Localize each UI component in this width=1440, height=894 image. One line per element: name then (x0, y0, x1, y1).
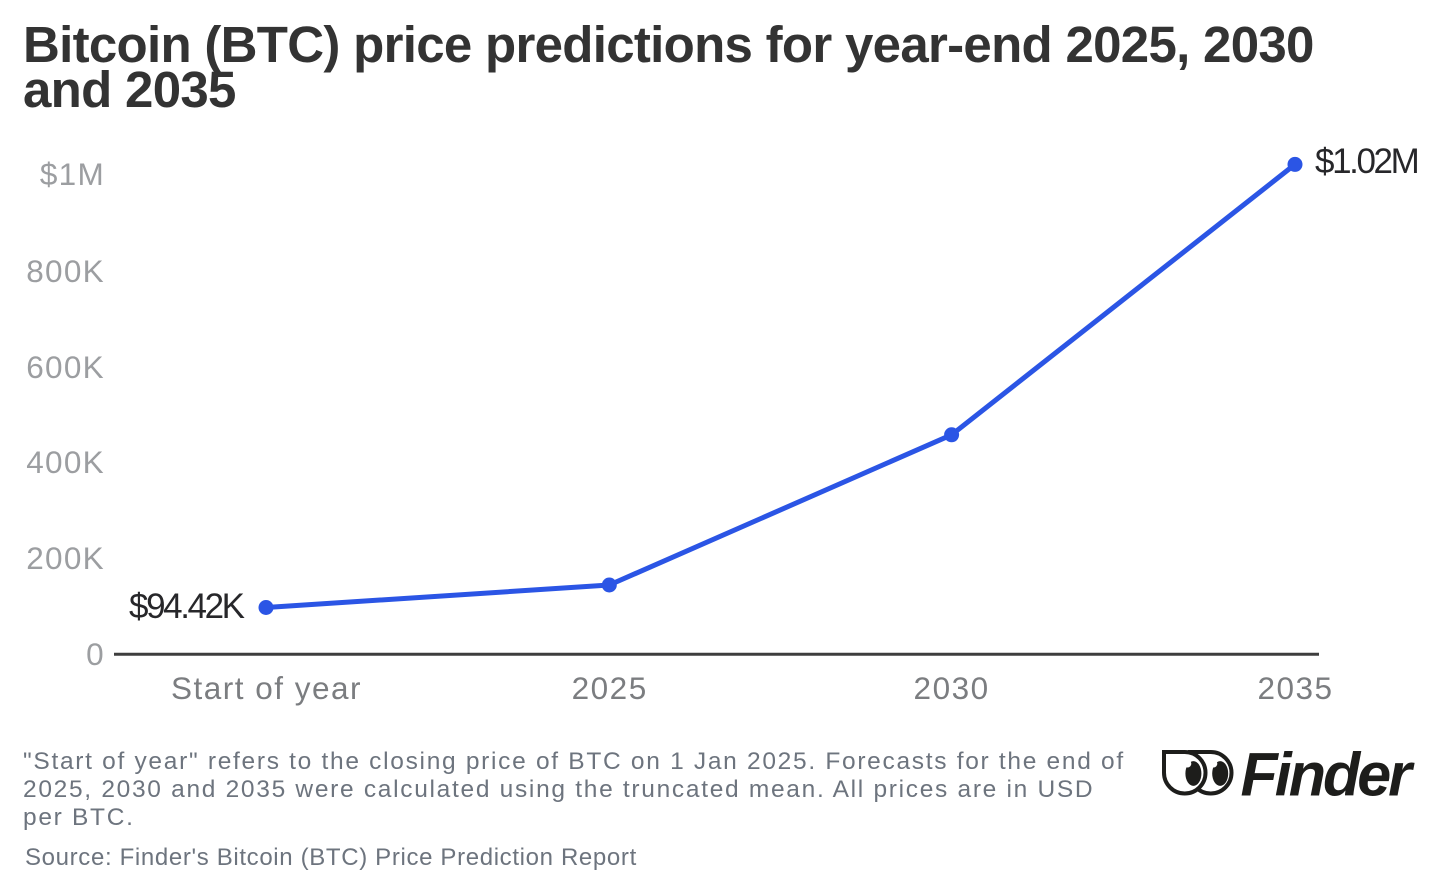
svg-text:Finder: Finder (1240, 750, 1415, 800)
